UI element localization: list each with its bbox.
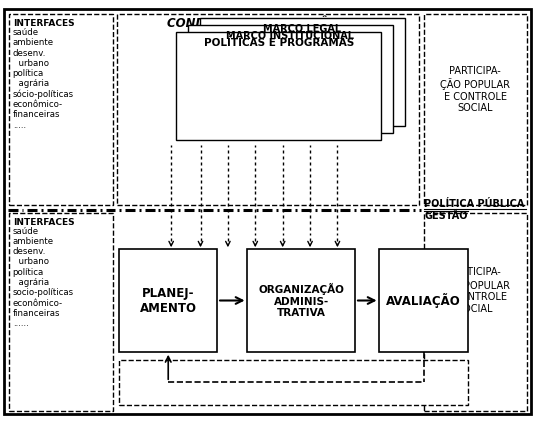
Text: agrária: agrária [13,278,49,287]
Bar [423,213,527,411]
Bar [200,18,405,126]
Text: MARCO INSTITUCIONAL: MARCO INSTITUCIONAL [226,31,354,41]
Text: urbano: urbano [13,258,49,266]
Bar [380,249,468,352]
Text: ORGANIZAÇÃO
ADMINIS-
TRATIVA: ORGANIZAÇÃO ADMINIS- TRATIVA [258,283,344,318]
Text: PARTICIPA-
ÇÃO POPULAR
E CONTROLE
SOCIAL: PARTICIPA- ÇÃO POPULAR E CONTROLE SOCIAL [440,267,510,314]
Text: saúde: saúde [13,28,39,37]
Text: MARCO LEGAL: MARCO LEGAL [263,24,341,34]
Text: ambiente: ambiente [13,237,54,246]
Text: saúde: saúde [13,227,39,236]
Text: desenv.: desenv. [13,49,46,58]
Bar [119,360,468,405]
Text: .....: ..... [13,121,26,129]
Text: desenv.: desenv. [13,247,46,256]
Text: socio-políticas: socio-políticas [13,288,74,297]
Text: econômico-: econômico- [13,100,63,109]
Bar [9,14,113,205]
Bar [423,14,527,205]
Text: agrária: agrária [13,80,49,88]
Text: POLÍTICAS E PROGRAMAS: POLÍTICAS E PROGRAMAS [203,38,354,48]
Bar [188,25,393,133]
Text: financeiras: financeiras [13,309,60,318]
Text: INTERFACES: INTERFACES [13,218,74,227]
Text: política: política [13,69,44,78]
Text: financeiras: financeiras [13,110,60,119]
Text: política: política [13,268,44,277]
Bar [176,32,381,140]
Text: ......: ...... [13,319,28,328]
Text: POLÍTICA PÚBLICA: POLÍTICA PÚBLICA [424,199,525,209]
Text: CONDICIONANTES SISTÊMICOS: CONDICIONANTES SISTÊMICOS [167,17,371,30]
Text: INTERFACES: INTERFACES [13,19,74,28]
Text: GESTÃO: GESTÃO [424,211,468,221]
Bar [118,14,418,205]
Text: urbano: urbano [13,59,49,68]
Bar [247,249,355,352]
Text: sócio-políticas: sócio-políticas [13,90,74,99]
Bar [119,249,217,352]
Text: PARTICIPA-
ÇÃO POPULAR
E CONTROLE
SOCIAL: PARTICIPA- ÇÃO POPULAR E CONTROLE SOCIAL [440,66,510,113]
Text: ambiente: ambiente [13,38,54,47]
Text: PLANEJ-
AMENTO: PLANEJ- AMENTO [139,286,197,315]
Bar [9,213,113,411]
Text: econômico-: econômico- [13,299,63,308]
Text: AVALIAÇÃO: AVALIAÇÃO [386,293,461,308]
